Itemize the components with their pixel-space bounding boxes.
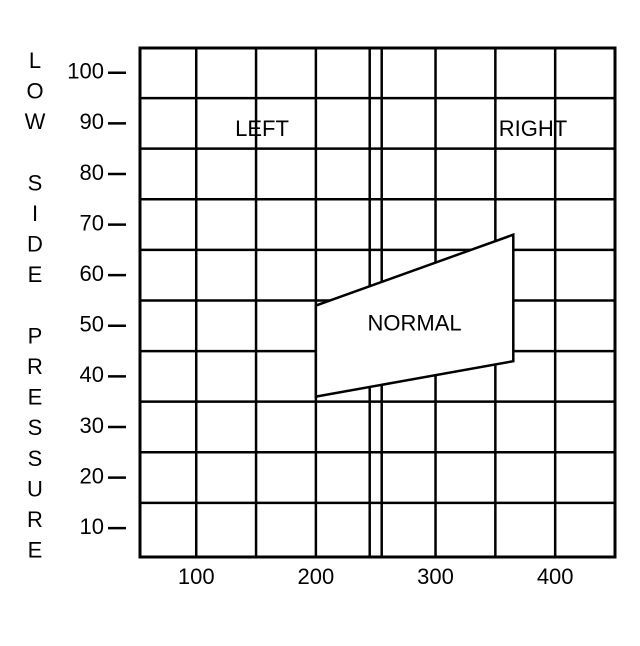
y-tick-label: 60 bbox=[80, 261, 104, 286]
normal-region bbox=[314, 232, 515, 399]
annotation: LEFT bbox=[235, 116, 289, 141]
region-label: NORMAL bbox=[368, 310, 462, 335]
y-tick-label: 40 bbox=[80, 362, 104, 387]
plot-frame bbox=[138, 46, 617, 559]
annotation: RIGHT bbox=[499, 116, 567, 141]
y-tick-label: 90 bbox=[80, 109, 104, 134]
x-tick-label: 100 bbox=[178, 564, 215, 589]
x-tick-label: 400 bbox=[537, 564, 574, 589]
x-tick-label: 200 bbox=[298, 564, 335, 589]
y-tick-label: 20 bbox=[80, 463, 104, 488]
y-tick-label: 100 bbox=[67, 59, 104, 84]
y-tick-label: 50 bbox=[80, 312, 104, 337]
y-tick-label: 30 bbox=[80, 413, 104, 438]
y-tick-label: 80 bbox=[80, 160, 104, 185]
y-tick-label: 70 bbox=[80, 210, 104, 235]
x-tick-label: 300 bbox=[417, 564, 454, 589]
y-tick-label: 10 bbox=[80, 514, 104, 539]
